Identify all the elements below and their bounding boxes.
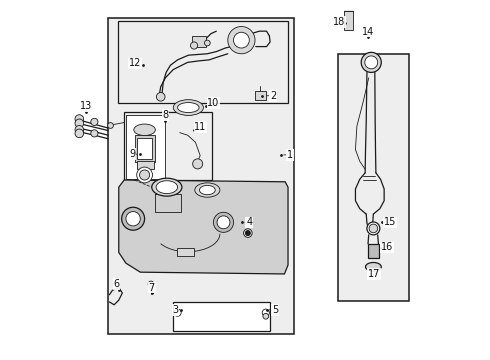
Bar [172, 302, 270, 330]
Ellipse shape [134, 124, 155, 135]
Circle shape [228, 27, 255, 54]
Circle shape [149, 286, 153, 289]
Bar [135, 135, 155, 162]
Text: 9: 9 [129, 149, 135, 159]
Circle shape [156, 93, 165, 101]
Ellipse shape [366, 262, 381, 271]
Polygon shape [119, 180, 288, 274]
Circle shape [75, 119, 84, 128]
Text: 4: 4 [246, 217, 252, 227]
Bar [108, 18, 294, 334]
Text: 2: 2 [270, 91, 276, 101]
Circle shape [75, 115, 84, 123]
Bar [137, 161, 153, 168]
Circle shape [137, 167, 152, 183]
Circle shape [174, 309, 181, 316]
Circle shape [148, 281, 154, 287]
Circle shape [75, 129, 84, 138]
Text: 3: 3 [172, 305, 178, 315]
Bar [137, 138, 152, 159]
Text: 14: 14 [362, 27, 374, 36]
Circle shape [91, 118, 98, 126]
Bar [126, 115, 166, 179]
Bar [124, 112, 212, 180]
Text: 8: 8 [162, 110, 169, 120]
Circle shape [263, 314, 269, 319]
Circle shape [122, 207, 145, 230]
Text: 7: 7 [148, 283, 155, 293]
Text: 12: 12 [129, 58, 142, 68]
Circle shape [191, 42, 197, 49]
Text: 1: 1 [287, 150, 293, 160]
Ellipse shape [152, 178, 182, 196]
Ellipse shape [199, 185, 215, 195]
Bar [343, 11, 353, 30]
Text: 18: 18 [333, 17, 345, 27]
Circle shape [262, 309, 270, 316]
Text: 13: 13 [80, 102, 92, 112]
Text: 15: 15 [384, 217, 396, 227]
Circle shape [244, 229, 252, 237]
Circle shape [193, 159, 203, 169]
Bar [118, 22, 288, 103]
Text: 17: 17 [368, 269, 380, 279]
Circle shape [234, 32, 249, 48]
Text: 11: 11 [195, 122, 207, 132]
Circle shape [214, 212, 234, 232]
Text: 6: 6 [114, 279, 120, 289]
Circle shape [126, 212, 140, 226]
Circle shape [75, 126, 84, 134]
Circle shape [365, 56, 378, 69]
Circle shape [217, 216, 230, 229]
Bar [368, 244, 379, 258]
Ellipse shape [195, 183, 220, 197]
Circle shape [369, 224, 378, 233]
Circle shape [245, 230, 250, 235]
Circle shape [108, 123, 113, 129]
Bar [192, 36, 205, 47]
Circle shape [204, 40, 210, 46]
Ellipse shape [156, 181, 177, 194]
Ellipse shape [177, 103, 199, 113]
Text: 16: 16 [381, 242, 393, 252]
Text: 10: 10 [207, 98, 220, 108]
Circle shape [367, 222, 380, 235]
Bar [338, 54, 409, 301]
Circle shape [361, 52, 381, 72]
Bar [177, 248, 194, 256]
Circle shape [91, 130, 98, 137]
Circle shape [140, 170, 149, 180]
Text: 5: 5 [272, 305, 278, 315]
Ellipse shape [173, 100, 203, 116]
Bar [255, 91, 266, 100]
